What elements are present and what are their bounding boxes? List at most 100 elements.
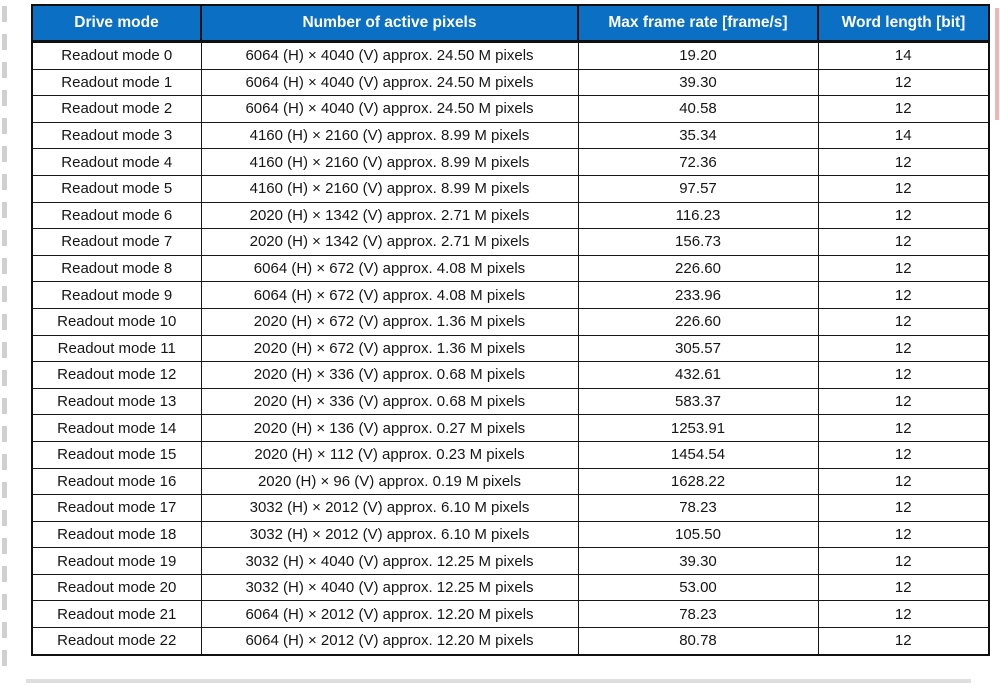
cell-word: 12 bbox=[817, 494, 990, 522]
cell-mode: Readout mode 17 bbox=[31, 494, 202, 522]
cell-rate: 39.30 bbox=[577, 547, 819, 575]
cell-word: 12 bbox=[817, 520, 990, 549]
cell-rate: 226.60 bbox=[577, 307, 819, 336]
cell-word: 12 bbox=[817, 95, 990, 123]
cell-rate: 583.37 bbox=[577, 387, 819, 416]
cell-word: 12 bbox=[817, 228, 990, 256]
cell-rate: 19.20 bbox=[577, 41, 819, 70]
table-row: Readout mode 18 3032 (H) × 2012 (V) appro… bbox=[31, 520, 990, 549]
cell-word: 12 bbox=[817, 627, 990, 656]
cell-pixels: 4160 (H) × 2160 (V) approx. 8.99 M pixel… bbox=[200, 148, 579, 176]
cell-word: 12 bbox=[817, 254, 990, 283]
cell-rate: 78.23 bbox=[577, 600, 819, 629]
table-row: Readout mode 22 6064 (H) × 2012 (V) appro… bbox=[31, 627, 990, 656]
cell-pixels: 2020 (H) × 672 (V) approx. 1.36 M pixels bbox=[200, 334, 579, 363]
cell-pixels: 6064 (H) × 672 (V) approx. 4.08 M pixels bbox=[200, 281, 579, 309]
table-row: Readout mode 2 6064 (H) × 4040 (V) approx… bbox=[31, 95, 990, 123]
table-row: Readout mode 19 3032 (H) × 4040 (V) appro… bbox=[31, 547, 990, 575]
cell-rate: 156.73 bbox=[577, 228, 819, 256]
cell-pixels: 4160 (H) × 2160 (V) approx. 8.99 M pixel… bbox=[200, 174, 579, 203]
table-row: Readout mode 15 2020 (H) × 112 (V) approx… bbox=[31, 440, 990, 469]
cell-pixels: 2020 (H) × 336 (V) approx. 0.68 M pixels bbox=[200, 361, 579, 389]
cell-rate: 39.30 bbox=[577, 68, 819, 97]
cell-rate: 105.50 bbox=[577, 520, 819, 549]
cell-rate: 432.61 bbox=[577, 361, 819, 389]
cell-pixels: 6064 (H) × 4040 (V) approx. 24.50 M pixe… bbox=[200, 68, 579, 97]
cell-pixels: 4160 (H) × 2160 (V) approx. 8.99 M pixel… bbox=[200, 121, 579, 150]
cell-word: 14 bbox=[817, 121, 990, 150]
cell-pixels: 3032 (H) × 4040 (V) approx. 12.25 M pixe… bbox=[200, 547, 579, 575]
cell-pixels: 3032 (H) × 2012 (V) approx. 6.10 M pixel… bbox=[200, 520, 579, 549]
cell-pixels: 2020 (H) × 1342 (V) approx. 2.71 M pixel… bbox=[200, 228, 579, 256]
cell-mode: Readout mode 4 bbox=[31, 148, 202, 176]
cell-rate: 116.23 bbox=[577, 201, 819, 230]
cell-word: 12 bbox=[817, 387, 990, 416]
cell-word: 12 bbox=[817, 334, 990, 363]
cell-mode: Readout mode 1 bbox=[31, 68, 202, 97]
table-row: Readout mode 9 6064 (H) × 672 (V) approx.… bbox=[31, 281, 990, 309]
table-row: Readout mode 20 3032 (H) × 4040 (V) appro… bbox=[31, 573, 990, 602]
header-drive-mode: Drive mode bbox=[31, 4, 202, 43]
cell-rate: 53.00 bbox=[577, 573, 819, 602]
scan-artifact-bottom bbox=[26, 679, 971, 683]
cell-pixels: 6064 (H) × 4040 (V) approx. 24.50 M pixe… bbox=[200, 95, 579, 123]
cell-mode: Readout mode 0 bbox=[31, 41, 202, 70]
cell-pixels: 2020 (H) × 336 (V) approx. 0.68 M pixels bbox=[200, 387, 579, 416]
table-row: Readout mode 16 2020 (H) × 96 (V) approx.… bbox=[31, 467, 990, 496]
cell-pixels: 2020 (H) × 96 (V) approx. 0.19 M pixels bbox=[200, 467, 579, 496]
table-row: Readout mode 11 2020 (H) × 672 (V) approx… bbox=[31, 334, 990, 363]
cell-word: 12 bbox=[817, 174, 990, 203]
cell-word: 12 bbox=[817, 467, 990, 496]
cell-word: 12 bbox=[817, 307, 990, 336]
cell-rate: 97.57 bbox=[577, 174, 819, 203]
cell-mode: Readout mode 19 bbox=[31, 547, 202, 575]
cell-word: 12 bbox=[817, 600, 990, 629]
cell-mode: Readout mode 21 bbox=[31, 600, 202, 629]
cell-pixels: 2020 (H) × 672 (V) approx. 1.36 M pixels bbox=[200, 307, 579, 336]
cell-word: 12 bbox=[817, 68, 990, 97]
table-row: Readout mode 14 2020 (H) × 136 (V) approx… bbox=[31, 414, 990, 442]
cell-mode: Readout mode 16 bbox=[31, 467, 202, 496]
cell-pixels: 6064 (H) × 2012 (V) approx. 12.20 M pixe… bbox=[200, 600, 579, 629]
cell-rate: 78.23 bbox=[577, 494, 819, 522]
cell-mode: Readout mode 9 bbox=[31, 281, 202, 309]
cell-mode: Readout mode 13 bbox=[31, 387, 202, 416]
cell-word: 12 bbox=[817, 361, 990, 389]
table-row: Readout mode 21 6064 (H) × 2012 (V) appro… bbox=[31, 600, 990, 629]
table-row: Readout mode 3 4160 (H) × 2160 (V) approx… bbox=[31, 121, 990, 150]
scan-artifact-right bbox=[995, 8, 999, 120]
cell-mode: Readout mode 6 bbox=[31, 201, 202, 230]
cell-word: 12 bbox=[817, 201, 990, 230]
cell-word: 12 bbox=[817, 440, 990, 469]
cell-mode: Readout mode 14 bbox=[31, 414, 202, 442]
table-row: Readout mode 8 6064 (H) × 672 (V) approx.… bbox=[31, 254, 990, 283]
cell-rate: 1454.54 bbox=[577, 440, 819, 469]
cell-word: 14 bbox=[817, 41, 990, 70]
cell-rate: 40.58 bbox=[577, 95, 819, 123]
cell-word: 12 bbox=[817, 573, 990, 602]
cell-pixels: 3032 (H) × 4040 (V) approx. 12.25 M pixe… bbox=[200, 573, 579, 602]
cell-rate: 305.57 bbox=[577, 334, 819, 363]
cell-mode: Readout mode 22 bbox=[31, 627, 202, 656]
cell-rate: 35.34 bbox=[577, 121, 819, 150]
cell-pixels: 6064 (H) × 4040 (V) approx. 24.50 M pixe… bbox=[200, 41, 579, 70]
cell-rate: 72.36 bbox=[577, 148, 819, 176]
cell-mode: Readout mode 5 bbox=[31, 174, 202, 203]
cell-pixels: 2020 (H) × 112 (V) approx. 0.23 M pixels bbox=[200, 440, 579, 469]
cell-word: 12 bbox=[817, 547, 990, 575]
scan-artifact-left bbox=[2, 6, 7, 670]
table-row: Readout mode 0 6064 (H) × 4040 (V) approx… bbox=[31, 41, 990, 70]
cell-word: 12 bbox=[817, 148, 990, 176]
cell-mode: Readout mode 20 bbox=[31, 573, 202, 602]
table-header-row: Drive mode Number of active pixels Max f… bbox=[31, 4, 990, 43]
cell-pixels: 3032 (H) × 2012 (V) approx. 6.10 M pixel… bbox=[200, 494, 579, 522]
cell-word: 12 bbox=[817, 281, 990, 309]
cell-mode: Readout mode 3 bbox=[31, 121, 202, 150]
cell-pixels: 2020 (H) × 1342 (V) approx. 2.71 M pixel… bbox=[200, 201, 579, 230]
table-body: Readout mode 0 6064 (H) × 4040 (V) approx… bbox=[31, 41, 990, 656]
table-row: Readout mode 1 6064 (H) × 4040 (V) approx… bbox=[31, 68, 990, 97]
header-max-frame-rate: Max frame rate [frame/s] bbox=[577, 4, 819, 43]
cell-pixels: 6064 (H) × 672 (V) approx. 4.08 M pixels bbox=[200, 254, 579, 283]
table-row: Readout mode 7 2020 (H) × 1342 (V) approx… bbox=[31, 228, 990, 256]
